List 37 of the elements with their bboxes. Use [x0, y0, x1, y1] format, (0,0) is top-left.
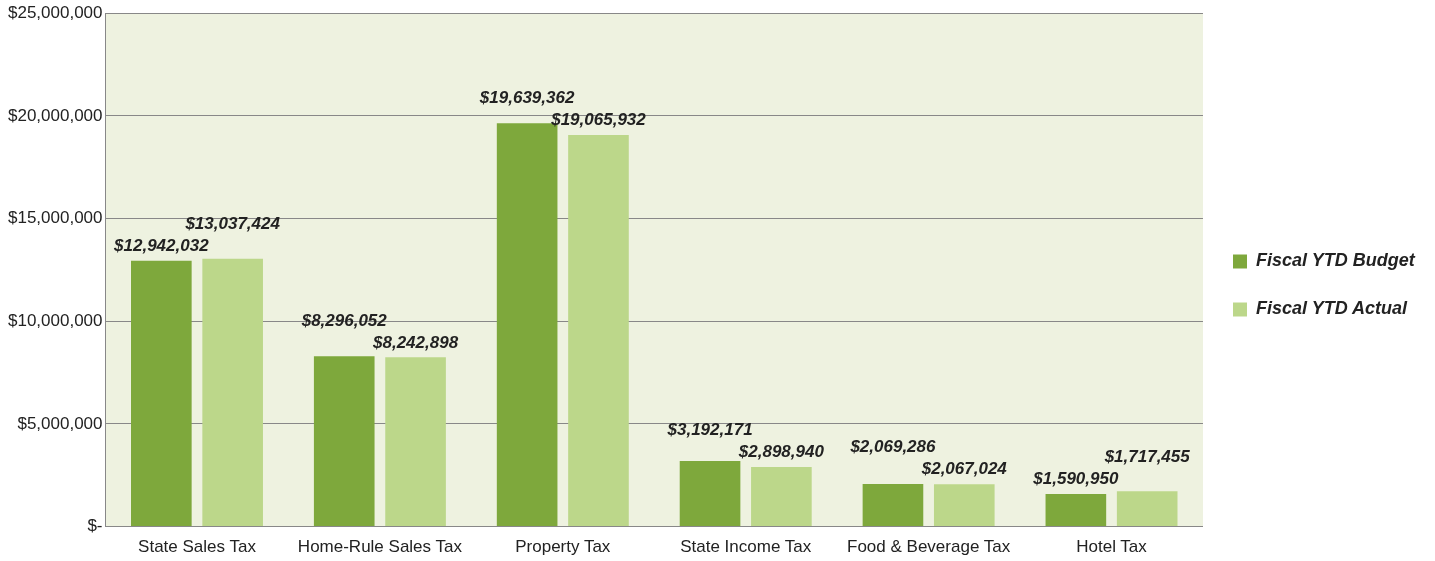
legend-label: Fiscal YTD Actual: [1255, 298, 1409, 319]
data-label: $3,192,171: [666, 420, 753, 440]
data-label: $1,717,455: [1103, 447, 1191, 467]
x-tick-label: Home-Rule Sales Tax: [297, 537, 463, 557]
bar: [862, 484, 924, 527]
data-label: $2,069,286: [849, 437, 937, 457]
bar: [385, 357, 446, 527]
x-tick-label: Property Tax: [515, 537, 611, 557]
bar: [313, 356, 375, 527]
data-label: $19,639,362: [478, 88, 575, 108]
bar: [1045, 493, 1107, 527]
data-label: $2,067,024: [920, 459, 1008, 479]
data-label: $13,037,424: [184, 214, 281, 234]
bar: [1116, 491, 1178, 527]
bar: [679, 461, 741, 527]
y-tick-label: $-: [87, 516, 103, 536]
bar: [568, 135, 629, 527]
bar: [202, 258, 263, 527]
data-label: $8,242,898: [372, 332, 459, 352]
x-tick-label: Hotel Tax: [1076, 537, 1148, 557]
x-tick-label: State Sales Tax: [138, 537, 257, 557]
y-tick-label: $5,000,000: [17, 413, 103, 433]
data-label: $1,590,950: [1032, 469, 1119, 489]
x-tick-label: Food & Beverage Tax: [847, 537, 1011, 557]
data-label: $2,898,940: [737, 442, 825, 462]
y-tick-label: $20,000,000: [7, 105, 103, 125]
data-label: $19,065,932: [550, 110, 647, 130]
y-tick-label: $10,000,000: [7, 310, 103, 330]
bar: [751, 467, 812, 527]
data-label: $8,296,052: [300, 310, 388, 330]
bar: [933, 484, 995, 527]
x-tick-label: State Income Tax: [680, 537, 812, 557]
y-tick-label: $25,000,000: [7, 2, 103, 22]
bar: [131, 260, 192, 527]
data-label: $12,942,032: [113, 236, 210, 256]
legend-label: Fiscal YTD Budget: [1255, 250, 1416, 271]
y-tick-label: $15,000,000: [7, 208, 103, 228]
